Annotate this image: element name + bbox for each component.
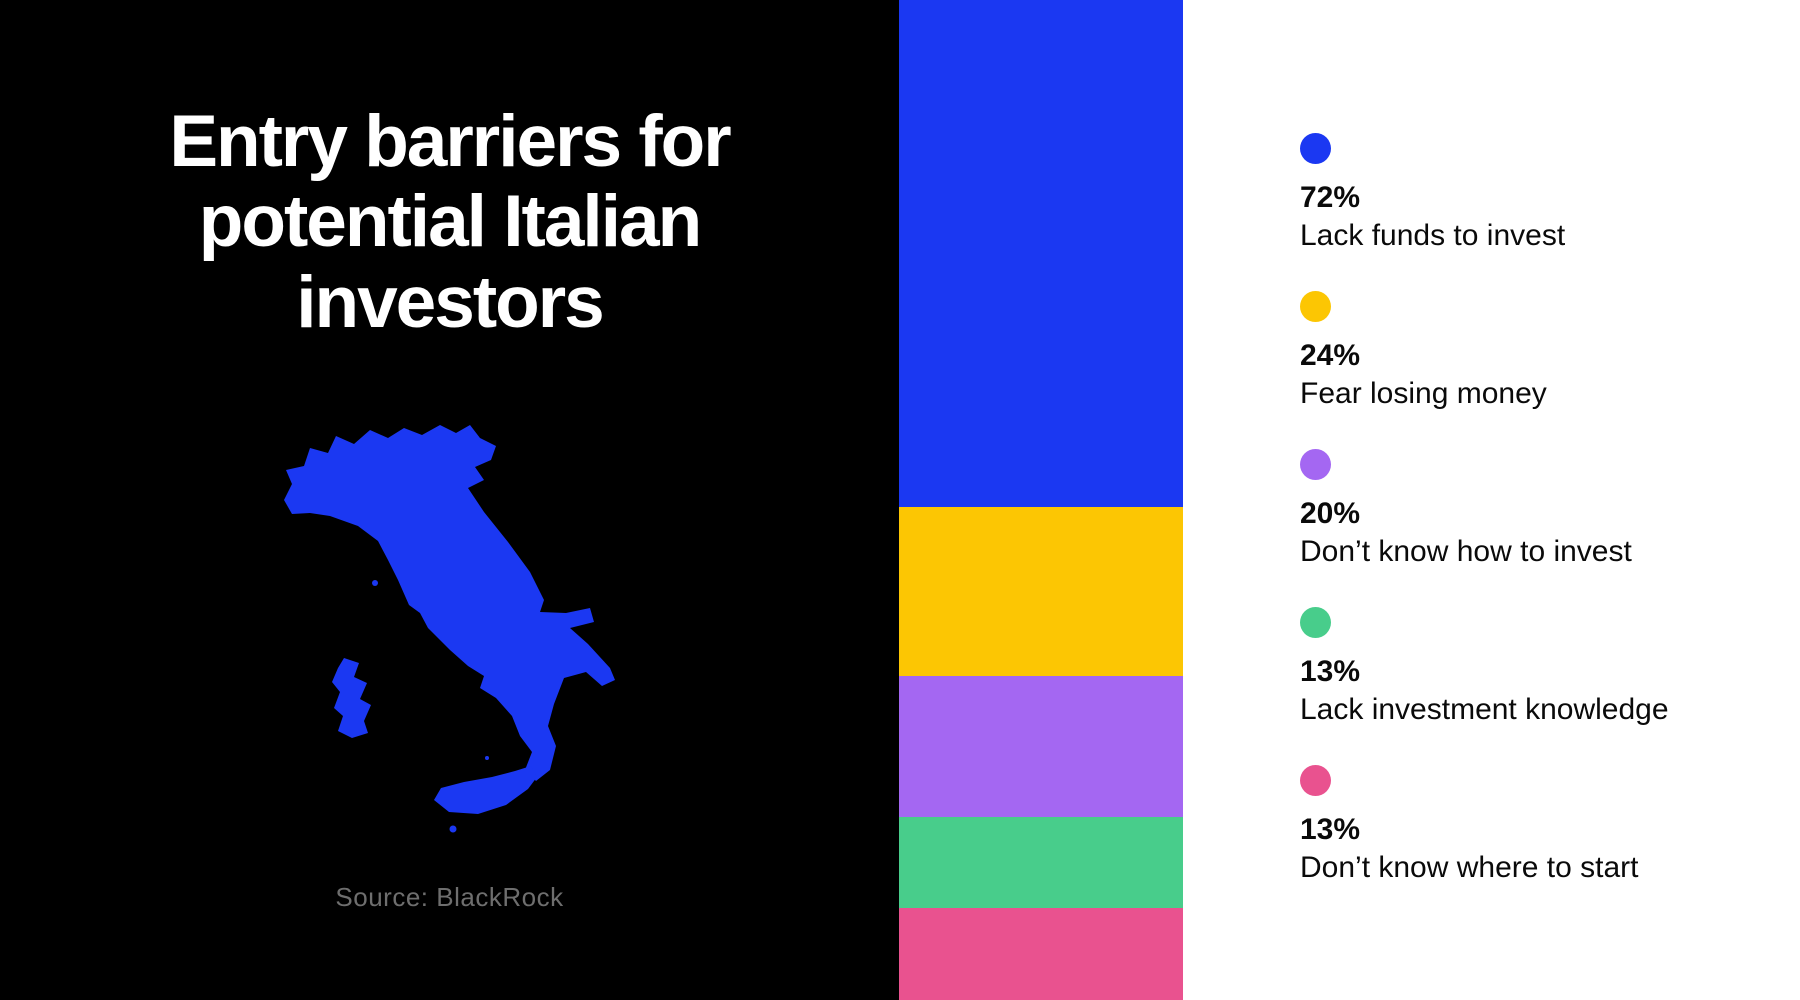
bar-segment-fear-losing-money [899,507,1183,677]
legend-dot [1300,765,1331,796]
bar-segment-don-t-know-how-to-invest [899,676,1183,817]
legend-dot [1300,607,1331,638]
legend-label: Lack funds to invest [1300,219,1566,252]
legend-item-don-t-know-where-to-start: 13% Don’t know where to start [1300,765,1720,887]
legend-item-fear-losing-money: 24% Fear losing money [1300,291,1720,413]
legend-label: Don’t know how to invest [1300,535,1632,568]
left-panel: Entry barriers for potential Italian inv… [0,0,899,1000]
page-title: Entry barriers for potential Italian inv… [169,101,731,343]
bar-segment-lack-funds-to-invest [899,0,1183,508]
stacked-bar [899,0,1183,1000]
legend-label: Don’t know where to start [1300,851,1639,884]
bar-segment-don-t-know-where-to-start [899,908,1183,1000]
italy-map-shape [284,425,615,833]
legend-percent: 20% [1300,497,1361,530]
legend-item-lack-funds-to-invest: 72% Lack funds to invest [1300,133,1720,255]
legend-item-lack-investment-knowledge: 13% Lack investment knowledge [1300,607,1720,729]
legend-dot [1300,133,1331,164]
legend-percent: 13% [1300,655,1361,688]
legend-percent: 24% [1300,339,1361,372]
legend: 72% Lack funds to invest 24% Fear losing mo… [1300,133,1720,923]
bar-segment-lack-investment-knowledge [899,816,1183,909]
legend-dot [1300,291,1331,322]
legend-item-don-t-know-how-to-invest: 20% Don’t know how to invest [1300,449,1720,571]
source-credit: Source: BlackRock [335,882,564,912]
legend-label: Fear losing money [1300,377,1547,410]
legend-dot [1300,449,1331,480]
italy-map [284,425,615,833]
legend-percent: 13% [1300,813,1361,846]
legend-label: Lack investment knowledge [1300,693,1669,726]
legend-percent: 72% [1300,181,1361,214]
